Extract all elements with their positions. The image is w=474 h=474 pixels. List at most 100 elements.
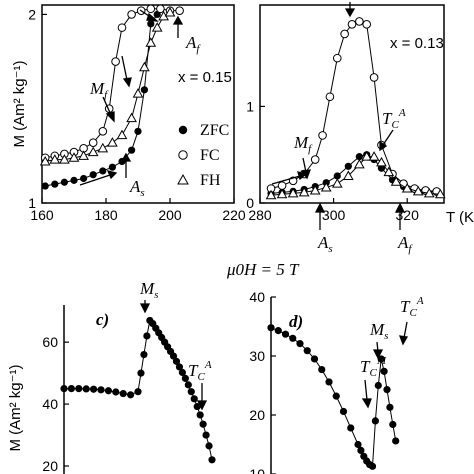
data-marks bbox=[39, 4, 446, 470]
data-point bbox=[169, 352, 178, 360]
data-point bbox=[68, 152, 80, 162]
data-point bbox=[310, 155, 320, 164]
data-point bbox=[172, 357, 181, 365]
data-point bbox=[332, 392, 340, 400]
data-point bbox=[139, 61, 150, 72]
data-point bbox=[355, 153, 363, 161]
data-point bbox=[67, 384, 75, 393]
data-point bbox=[108, 163, 116, 171]
data-point bbox=[303, 347, 311, 355]
data-point bbox=[267, 324, 275, 332]
x-tick-label: 200 bbox=[158, 207, 182, 223]
data-point bbox=[332, 53, 342, 63]
data-point bbox=[374, 381, 382, 390]
data-point bbox=[434, 188, 446, 199]
data-point bbox=[412, 185, 424, 196]
data-point bbox=[347, 20, 357, 29]
data-point bbox=[339, 407, 348, 416]
data-point bbox=[369, 73, 379, 82]
y-tick-label: 30 bbox=[249, 348, 265, 364]
data-point bbox=[145, 37, 157, 47]
data-point bbox=[147, 20, 155, 28]
data-point bbox=[383, 386, 391, 394]
data-point bbox=[298, 186, 310, 197]
panel-b-composition: x = 0.13 bbox=[390, 35, 444, 52]
data-point bbox=[156, 4, 165, 14]
data-point bbox=[208, 456, 216, 464]
data-point bbox=[78, 150, 89, 160]
data-point bbox=[140, 86, 148, 94]
y-tick-label: 60 bbox=[42, 334, 58, 350]
data-point bbox=[340, 29, 349, 39]
panel-c-arrows bbox=[139, 300, 208, 411]
data-point bbox=[318, 365, 326, 374]
data-point bbox=[390, 176, 402, 186]
data-point bbox=[193, 402, 201, 411]
panel-c-tc-label: TCA bbox=[188, 359, 212, 383]
data-point bbox=[146, 4, 156, 14]
data-point bbox=[401, 182, 413, 193]
data-point bbox=[70, 176, 78, 184]
data-point bbox=[325, 92, 335, 102]
data-point bbox=[368, 462, 377, 470]
panel-a-as-label: As bbox=[129, 177, 145, 199]
data-point bbox=[386, 403, 394, 411]
data-point bbox=[181, 374, 189, 382]
panel-b-frame bbox=[259, 4, 445, 204]
data-point bbox=[205, 442, 213, 450]
data-point bbox=[128, 146, 136, 154]
data-point bbox=[377, 355, 385, 363]
panel-a-composition: x = 0.15 bbox=[178, 69, 232, 86]
legend-fh-label: FH bbox=[200, 172, 221, 189]
data-point bbox=[368, 151, 380, 161]
legend-zfc-label: ZFC bbox=[200, 122, 229, 139]
y-tick-label: 20 bbox=[249, 407, 265, 423]
data-point bbox=[41, 182, 49, 190]
y-tick-label: 40 bbox=[249, 289, 265, 305]
panel-d-field: μ0H = 5 T bbox=[226, 260, 300, 279]
data-point bbox=[99, 167, 107, 175]
data-point bbox=[199, 420, 207, 428]
data-point bbox=[90, 385, 98, 393]
panel-a-mf-label: Mf bbox=[89, 79, 109, 101]
y-tick-label: 1 bbox=[246, 98, 254, 114]
data-point bbox=[75, 384, 83, 393]
panel-d-tc-label: TCA bbox=[400, 295, 424, 319]
data-point bbox=[333, 172, 341, 180]
panel-a-af-label: Af bbox=[185, 33, 201, 55]
data-point bbox=[310, 355, 319, 363]
data-point bbox=[97, 386, 105, 394]
x-tick-label: 280 bbox=[248, 207, 272, 223]
data-point bbox=[184, 381, 192, 389]
data-point bbox=[389, 420, 397, 429]
x-tick-label: 160 bbox=[30, 207, 54, 223]
data-point bbox=[371, 417, 379, 425]
data-point bbox=[331, 178, 343, 188]
data-point bbox=[89, 171, 97, 179]
data-point bbox=[344, 162, 352, 170]
data-point bbox=[342, 170, 354, 180]
data-point bbox=[309, 184, 321, 195]
y-tick-label: 0 bbox=[246, 195, 254, 211]
panel-c-ms-label: Ms bbox=[139, 279, 158, 301]
data-point bbox=[178, 368, 186, 377]
data-point bbox=[175, 363, 184, 371]
data-point bbox=[362, 20, 372, 29]
data-point bbox=[39, 155, 51, 166]
x-tick-label: 180 bbox=[94, 207, 118, 223]
data-point bbox=[51, 180, 59, 188]
data-point bbox=[116, 129, 128, 140]
data-point bbox=[60, 178, 68, 186]
legend-fc-label: FC bbox=[200, 147, 220, 164]
data-point bbox=[354, 440, 362, 449]
data-point bbox=[354, 158, 365, 169]
data-point bbox=[187, 388, 195, 396]
panel-a-arrows bbox=[79, 9, 184, 186]
data-point bbox=[277, 181, 287, 190]
data-point bbox=[143, 332, 151, 340]
panel-a-frame bbox=[41, 4, 235, 204]
panel-b-xlabel: T (K) bbox=[446, 209, 474, 226]
data-point bbox=[276, 188, 288, 199]
panel-b-arrows bbox=[271, 2, 406, 230]
